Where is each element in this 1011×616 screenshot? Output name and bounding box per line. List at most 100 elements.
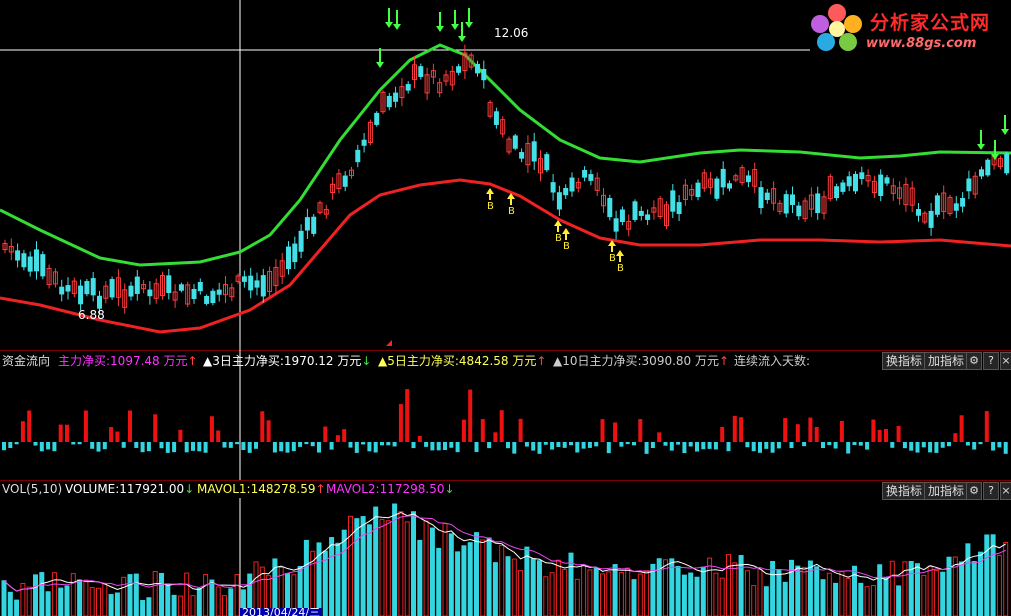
candlestick [330, 183, 336, 194]
add-indicator-button[interactable]: 加指标 [924, 352, 969, 370]
volume-bar [228, 588, 234, 616]
fund-flow-bar [480, 419, 485, 442]
fund-flow-bar [657, 432, 662, 442]
candlestick [21, 253, 27, 268]
fund-flow-bar [83, 410, 88, 442]
volume-chart[interactable] [0, 480, 1011, 616]
fund-flow-bar [613, 422, 618, 442]
volume-bar [555, 559, 561, 616]
close-button[interactable]: × [1000, 352, 1011, 370]
gear-icon[interactable]: ⚙ [966, 352, 982, 370]
fund-flow-bar [121, 442, 126, 448]
fund-flow-bar [814, 426, 819, 442]
candlestick [689, 189, 695, 196]
fund-flow-bar [197, 442, 202, 452]
candlestick [8, 246, 14, 253]
candlestick [916, 209, 921, 216]
fund-flow-bar [266, 420, 271, 442]
volume-bar [870, 585, 876, 616]
buy-arrow-icon [507, 193, 515, 205]
fund-flow-bar [833, 442, 838, 449]
fund-flow-bar [348, 442, 353, 448]
volume-bar [965, 543, 971, 616]
switch-indicator-button[interactable]: 换指标 [882, 352, 927, 370]
candlestick [538, 158, 543, 174]
volume-bar [177, 595, 183, 616]
volume-bar [713, 572, 719, 616]
candlestick [531, 141, 537, 162]
fund-flow-panel[interactable]: 资金流向 主力净买:1097.48 万元↑ ▲3日主力净买:1970.12 万元… [0, 350, 1011, 480]
fund-flow-bar [430, 442, 435, 451]
volume-bar [984, 534, 990, 616]
help-button[interactable]: ? [983, 352, 999, 370]
volume-bar [492, 562, 498, 616]
volume-panel[interactable]: VOL(5,10) VOLUME:117921.00↓ MAVOL1:14827… [0, 480, 1011, 616]
candlestick [260, 275, 266, 297]
add-indicator-button[interactable]: 加指标 [924, 482, 969, 500]
volume-bar [159, 572, 164, 616]
fund-flow-bar [90, 442, 95, 449]
candlestick [424, 74, 430, 94]
volume-bar [423, 520, 429, 616]
fund-item-consecutive-days: 连续流入天数: [734, 354, 811, 368]
candlestick [657, 198, 663, 218]
fund-flow-bar [789, 442, 794, 449]
fund-flow-bar [65, 424, 69, 442]
candlestick [525, 142, 531, 166]
volume-bar [845, 577, 851, 616]
gear-icon[interactable]: ⚙ [966, 482, 982, 500]
volume-bar [782, 581, 788, 616]
fund-flow-bar [764, 442, 769, 449]
sell-arrow-icon [458, 36, 466, 42]
sell-signal-bar [439, 12, 441, 26]
candlestick [367, 121, 373, 144]
buy-signal-label: B [508, 206, 515, 217]
volume-bar [70, 573, 76, 616]
candlestick [934, 195, 940, 215]
candlestick [59, 286, 65, 295]
fund-flow-bar [795, 424, 800, 442]
close-button[interactable]: × [1000, 482, 1011, 500]
candlestick [412, 64, 417, 80]
volume-item-mavol2: MAVOL2:117298.50↓ [326, 482, 455, 496]
fund-flow-bar [808, 417, 813, 442]
candlestick [563, 188, 569, 196]
volume-header: VOL(5,10) VOLUME:117921.00↓ MAVOL1:14827… [0, 480, 1011, 498]
volume-bar [921, 574, 927, 616]
help-button[interactable]: ? [983, 482, 999, 500]
fund-flow-bar [361, 442, 366, 445]
candlestick [65, 285, 71, 292]
fund-flow-chart[interactable] [0, 350, 1011, 480]
buy-signal-label: B [563, 241, 570, 252]
fund-flow-bar [783, 418, 788, 442]
candlestick [160, 274, 165, 297]
fund-flow-bar [285, 442, 290, 453]
volume-bar [341, 529, 347, 616]
fund-flow-bar [543, 442, 548, 445]
volume-bar [826, 572, 832, 616]
candlestick [979, 169, 984, 177]
fund-flow-bar [247, 442, 252, 453]
fund-flow-bar [644, 442, 649, 454]
volume-bar [266, 575, 272, 616]
fund-flow-bar [77, 442, 82, 445]
switch-indicator-button[interactable]: 换指标 [882, 482, 927, 500]
fund-flow-bar [499, 410, 504, 442]
fund-flow-bar [184, 442, 189, 453]
fund-flow-bar [96, 442, 101, 452]
fund-flow-bar [991, 442, 996, 451]
volume-bar [385, 520, 391, 616]
volume-bar [562, 568, 568, 616]
candlestick [758, 187, 764, 209]
volume-bar [511, 558, 517, 616]
fund-flow-bar [367, 442, 372, 452]
fund-flow-bar [524, 442, 529, 447]
fund-flow-bar [298, 442, 303, 447]
volume-bar [417, 539, 423, 616]
fund-item-main-net-buy: 主力净买:1097.48 万元↑ [58, 354, 198, 368]
candlestick [46, 267, 52, 286]
fund-flow-bar [884, 428, 888, 442]
candlestick [336, 173, 342, 190]
